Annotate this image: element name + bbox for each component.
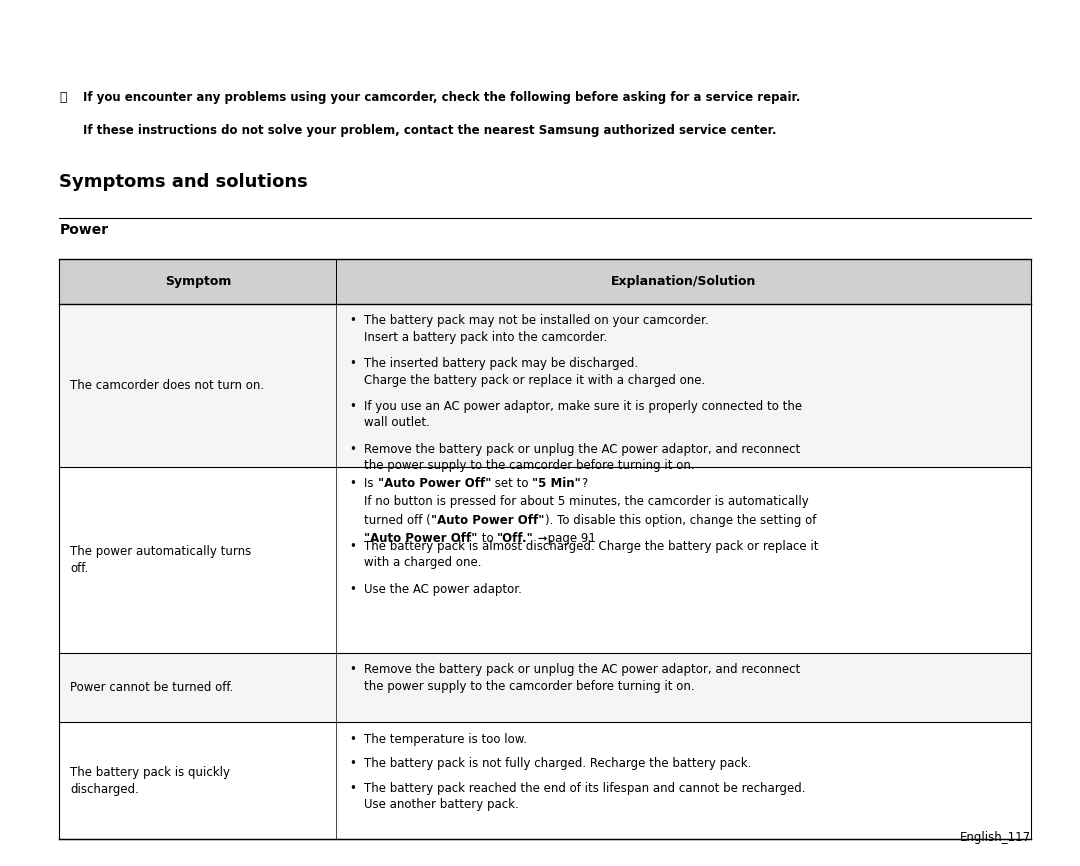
Text: •: • [349,663,356,676]
Text: Remove the battery pack or unplug the AC power adaptor, and reconnect
the power : Remove the battery pack or unplug the AC… [364,663,800,693]
Text: ❗: ❗ [59,91,67,104]
Text: Symptoms and solutions: Symptoms and solutions [59,173,308,191]
Text: •: • [349,782,356,795]
Text: Use the AC power adaptor.: Use the AC power adaptor. [364,583,523,596]
Text: Is: Is [364,477,378,490]
Text: Remove the battery pack or unplug the AC power adaptor, and reconnect
the power : Remove the battery pack or unplug the AC… [364,443,800,472]
Text: •: • [349,733,356,746]
Text: •: • [349,443,356,456]
Text: The battery pack may not be installed on your camcorder.
Insert a battery pack i: The battery pack may not be installed on… [364,314,710,344]
Text: If no button is pressed for about 5 minutes, the camcorder is automatically: If no button is pressed for about 5 minu… [364,495,809,508]
Text: The inserted battery pack may be discharged.
Charge the battery pack or replace : The inserted battery pack may be dischar… [364,357,705,386]
Text: "Off.": "Off." [497,532,534,545]
Text: "Auto Power Off": "Auto Power Off" [364,532,477,545]
Text: to: to [477,532,497,545]
Text: The battery pack is quickly
discharged.: The battery pack is quickly discharged. [70,766,230,796]
Text: •: • [349,400,356,413]
FancyBboxPatch shape [59,259,1031,304]
Text: •: • [349,357,356,370]
FancyBboxPatch shape [59,467,1031,653]
Text: The power automatically turns
off.: The power automatically turns off. [70,545,252,575]
Text: •: • [349,540,356,553]
Text: "Auto Power Off": "Auto Power Off" [431,514,544,527]
Text: If you encounter any problems using your camcorder, check the following before a: If you encounter any problems using your… [83,91,800,104]
FancyBboxPatch shape [59,304,1031,467]
FancyBboxPatch shape [59,722,1031,839]
Text: If these instructions do not solve your problem, contact the nearest Samsung aut: If these instructions do not solve your … [83,124,777,137]
Text: ). To disable this option, change the setting of: ). To disable this option, change the se… [544,514,816,527]
Text: The temperature is too low.: The temperature is too low. [364,733,527,746]
Text: •: • [349,477,356,490]
Text: •: • [349,757,356,770]
Text: The battery pack reached the end of its lifespan and cannot be recharged.
Use an: The battery pack reached the end of its … [364,782,806,811]
Text: If you use an AC power adaptor, make sure it is properly connected to the
wall o: If you use an AC power adaptor, make sur… [364,400,802,430]
Text: "5 Min": "5 Min" [532,477,581,490]
Text: The battery pack is almost discharged. Charge the battery pack or replace it
wit: The battery pack is almost discharged. C… [364,540,819,570]
Text: •: • [349,583,356,596]
Text: English_117: English_117 [960,831,1031,844]
Text: ?: ? [581,477,588,490]
Text: Power: Power [59,223,108,236]
Text: Explanation/Solution: Explanation/Solution [611,275,757,288]
Text: Symptom: Symptom [165,275,231,288]
Text: •: • [349,314,356,327]
Text: turned off (: turned off ( [364,514,431,527]
Text: set to: set to [491,477,532,490]
Text: Power cannot be turned off.: Power cannot be turned off. [70,681,233,695]
FancyBboxPatch shape [59,653,1031,722]
Text: "Auto Power Off": "Auto Power Off" [378,477,491,490]
Text: The battery pack is not fully charged. Recharge the battery pack.: The battery pack is not fully charged. R… [364,757,752,770]
Text: ➞page 91: ➞page 91 [534,532,596,545]
Text: The camcorder does not turn on.: The camcorder does not turn on. [70,378,265,392]
